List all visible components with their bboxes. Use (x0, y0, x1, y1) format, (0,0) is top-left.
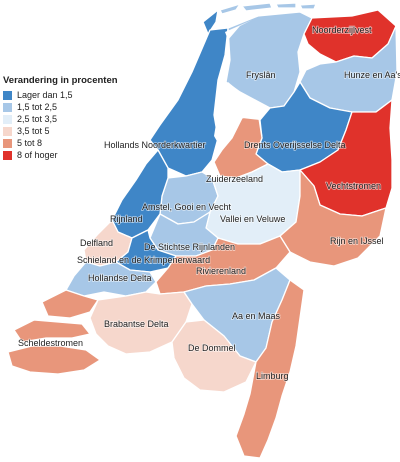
label-brabantse-delta: Brabantse Delta (104, 319, 169, 329)
legend-item: 5 tot 8 (3, 137, 118, 149)
legend-title: Verandering in procenten (3, 75, 118, 86)
label-schieland-en-de-krimpenerwaard: Schieland en de Krimpenerwaard (77, 255, 210, 265)
label-vechtstromen: Vechtstromen (326, 181, 381, 191)
label-de-stichtse-rijnlanden: De Stichtse Rijnlanden (144, 242, 235, 252)
legend-item: 8 of hoger (3, 149, 118, 161)
region-rijn-en-ijssel (279, 169, 387, 267)
label-vallei-en-veluwe: Vallei en Veluwe (220, 214, 285, 224)
label-rijnland: Rijnland (110, 214, 143, 224)
westerschelde (22, 338, 86, 350)
label-drents-overijsselse-delta: Drents Overijsselse Delta (244, 140, 346, 150)
legend-label: 2,5 tot 3,5 (17, 114, 58, 124)
label-aa-en-maas: Aa en Maas (232, 311, 281, 321)
legend-swatch (3, 126, 12, 136)
legend-swatch (3, 150, 12, 160)
legend-item: 2,5 tot 3,5 (3, 113, 118, 125)
label-noorderzijlvest: Noorderzijlvest (312, 25, 372, 35)
markermeer (204, 150, 222, 170)
legend-label: 3,5 tot 5 (17, 126, 50, 136)
wadden-island-schiermonnikoog (299, 3, 317, 10)
legend-label: 8 of hoger (17, 150, 58, 160)
wadden-island-vlieland (219, 3, 241, 15)
label-rivierenland: Rivierenland (196, 266, 246, 276)
wadden-island-texel (202, 9, 219, 35)
label-fryslan: Fryslân (246, 70, 276, 80)
label-amstel-gooi-en-vecht: Amstel, Gooi en Vecht (142, 202, 232, 212)
legend-swatch (3, 114, 12, 124)
region-limburg (235, 279, 305, 459)
oosterschelde (34, 302, 58, 322)
legend-item: Lager dan 1,5 (3, 89, 118, 101)
region-hollands-noorderkwartier (149, 27, 229, 177)
legend-item: 1,5 tot 2,5 (3, 101, 118, 113)
label-hollands-noorderkwartier: Hollands Noorderkwartier (104, 140, 206, 150)
region-scheldestromen-north (41, 289, 99, 319)
wadden-island-terschelling (241, 2, 273, 12)
legend-item: 3,5 tot 5 (3, 125, 118, 137)
legend-swatch (3, 90, 12, 100)
label-rijn-en-ijssel: Rijn en IJssel (330, 236, 384, 246)
label-de-dommel: De Dommel (188, 343, 236, 353)
ijsselmeer (214, 82, 260, 150)
label-scheldestromen: Scheldestromen (18, 338, 83, 348)
legend: Verandering in procenten Lager dan 1,5 1… (3, 75, 118, 161)
waddenzee (225, 20, 252, 40)
legend-label: Lager dan 1,5 (17, 90, 73, 100)
legend-swatch (3, 102, 12, 112)
label-hollandse-delta: Hollandse Delta (88, 273, 152, 283)
legend-label: 5 tot 8 (17, 138, 43, 148)
wadden-island-ameland (275, 2, 297, 9)
legend-label: 1,5 tot 2,5 (17, 102, 58, 112)
region-de-dommel (171, 319, 257, 393)
label-hunze-en-aas: Hunze en Aa's (344, 70, 400, 80)
label-limburg: Limburg (256, 371, 289, 381)
label-delfland: Delfland (80, 238, 113, 248)
label-zuiderzeeland: Zuiderzeeland (206, 174, 263, 184)
legend-swatch (3, 138, 12, 148)
region-scheldestromen-south (7, 345, 101, 375)
